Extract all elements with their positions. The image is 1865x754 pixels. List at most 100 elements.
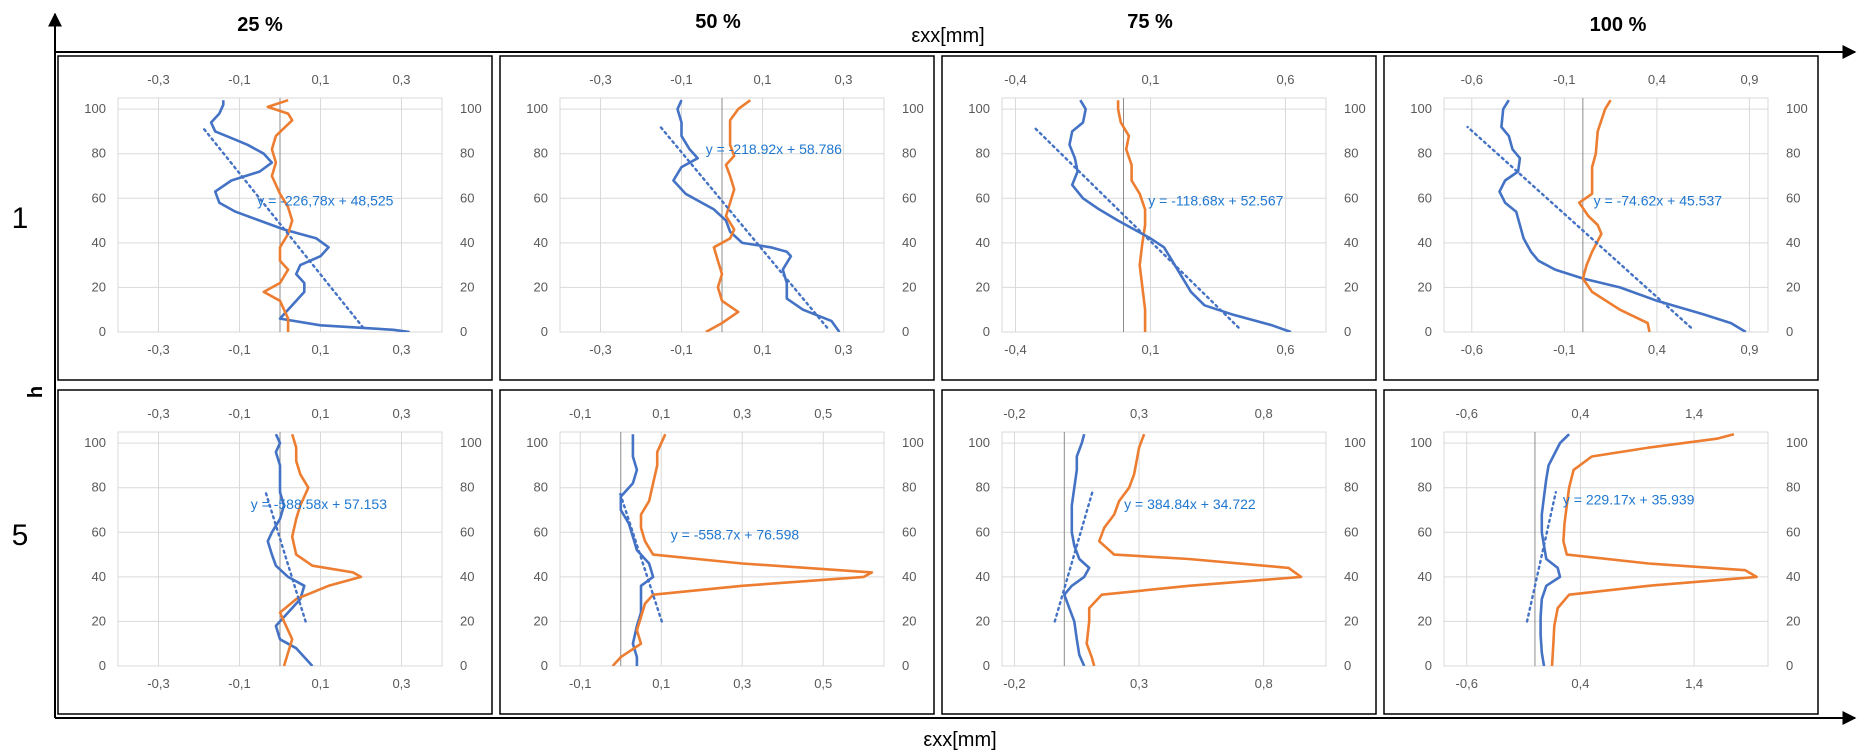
trendline (659, 125, 829, 329)
x-tick-label-bottom: 0,3 (733, 676, 751, 691)
trendline (1032, 125, 1240, 329)
x-tick-label-top: 0,3 (392, 406, 410, 421)
x-tick-label-top: -0,6 (1461, 72, 1483, 87)
x-tick-label-top: -0,3 (147, 406, 169, 421)
y-tick-label-left: 60 (534, 524, 548, 539)
row-label-5: 5 (12, 519, 29, 552)
trendline (201, 125, 365, 329)
y-tick-label-right: 60 (902, 190, 916, 205)
plot-area (1001, 97, 1327, 333)
x-tick-label-top: -0,4 (1004, 72, 1026, 87)
row-label-1: 1 (12, 202, 29, 235)
trend-equation: y = -588.58x + 57.153 (251, 496, 387, 512)
x-tick-label-top: 0,4 (1648, 72, 1666, 87)
series-line-blue (209, 100, 410, 332)
x-tick-label-top: 0,6 (1276, 72, 1294, 87)
y-tick-label-right: 80 (460, 480, 474, 495)
trendline (1525, 490, 1558, 623)
x-tick-label-bottom: -0,1 (1553, 342, 1575, 357)
panel-frame (57, 389, 493, 715)
y-tick-label-left: 60 (92, 524, 106, 539)
y-tick-label-right: 80 (1344, 480, 1358, 495)
x-tick-label-bottom: 1,4 (1685, 676, 1703, 691)
series-line-orange (1577, 99, 1651, 332)
plot-area (1443, 431, 1769, 667)
column-header-100: 100 % (1590, 14, 1647, 36)
x-tick-label-bottom: -0,3 (589, 342, 611, 357)
y-tick-label-left: 100 (526, 101, 548, 116)
x-tick-label-top: -0,2 (1003, 406, 1025, 421)
y-tick-label-right: 40 (1344, 235, 1358, 250)
series-line-orange (262, 98, 294, 332)
y-tick-label-left: 80 (534, 480, 548, 495)
y-tick-label-right: 100 (1344, 101, 1366, 116)
y-tick-label-left: 100 (84, 101, 106, 116)
y-tick-label-right: 60 (1344, 524, 1358, 539)
x-tick-label-top: -0,3 (147, 72, 169, 87)
x-tick-label-top: 0,1 (753, 72, 771, 87)
series-line-blue (1539, 433, 1571, 666)
y-tick-label-left: 20 (1418, 613, 1432, 628)
y-tick-label-right: 0 (1786, 658, 1793, 673)
panel-r1-c3: 0 0 20 20 40 40 60 60 80 80 100 100 -0,4 -0,4 0,1 0,1 0,… (941, 55, 1377, 381)
x-tick-label-bottom: 0,3 (392, 676, 410, 691)
y-tick-label-right: 0 (1344, 658, 1351, 673)
y-tick-label-left: 0 (983, 324, 990, 339)
y-tick-label-left: 20 (1418, 279, 1432, 294)
y-tick-label-left: 100 (84, 435, 106, 450)
y-tick-label-left: 100 (968, 435, 990, 450)
series-line-blue (1063, 433, 1091, 666)
x-tick-label-bottom: -0,1 (569, 676, 591, 691)
x-tick-label-bottom: 0,1 (753, 342, 771, 357)
x-tick-label-bottom: 0,4 (1648, 342, 1666, 357)
y-tick-label-left: 0 (983, 658, 990, 673)
plot-area (1001, 431, 1327, 667)
y-tick-label-left: 40 (92, 235, 106, 250)
y-tick-label-left: 40 (976, 235, 990, 250)
y-tick-label-right: 40 (1786, 569, 1800, 584)
y-tick-label-right: 100 (1786, 435, 1808, 450)
panel-frame (499, 389, 935, 715)
series-line-blue (1498, 99, 1747, 332)
y-tick-label-left: 80 (976, 146, 990, 161)
y-tick-label-right: 60 (460, 190, 474, 205)
trend-equation: y = -118.68x + 52.567 (1148, 193, 1283, 209)
y-tick-label-right: 20 (460, 279, 474, 294)
y-tick-label-left: 20 (534, 279, 548, 294)
y-tick-label-right: 80 (460, 146, 474, 161)
x-tick-label-bottom: 0,4 (1571, 676, 1589, 691)
x-tick-label-top: -0,6 (1456, 406, 1478, 421)
y-tick-label-right: 40 (902, 235, 916, 250)
trendline (618, 490, 663, 623)
y-tick-label-left: 80 (92, 146, 106, 161)
y-tick-label-right: 0 (1344, 324, 1351, 339)
y-tick-label-left: 40 (534, 235, 548, 250)
y-tick-label-right: 40 (460, 569, 474, 584)
y-tick-label-left: 0 (99, 324, 106, 339)
y-tick-label-right: 20 (902, 279, 916, 294)
series-line-orange (1550, 432, 1758, 666)
y-tick-label-right: 100 (460, 101, 482, 116)
y-tick-label-left: 20 (976, 279, 990, 294)
x-tick-label-bottom: 0,8 (1255, 676, 1273, 691)
y-tick-label-left: 80 (976, 480, 990, 495)
y-tick-label-left: 20 (92, 613, 106, 628)
y-tick-label-left: 0 (541, 324, 548, 339)
y-tick-label-left: 100 (968, 101, 990, 116)
x-tick-label-bottom: 0,1 (1141, 342, 1159, 357)
x-tick-label-bottom: -0,6 (1456, 676, 1478, 691)
x-tick-label-bottom: -0,1 (670, 342, 692, 357)
x-tick-label-top: 0,4 (1571, 406, 1589, 421)
panel-r5-c4: 0 0 20 20 40 40 60 60 80 80 100 100 -0,6 -0,6 0,4 0,4 1,… (1383, 389, 1819, 715)
x-tick-label-top: -0,1 (1553, 72, 1575, 87)
y-tick-label-left: 60 (1418, 190, 1432, 205)
x-tick-label-top: 0,3 (733, 406, 751, 421)
x-tick-label-top: -0,1 (569, 406, 591, 421)
plot-area (1443, 97, 1769, 333)
trendline (264, 490, 307, 623)
y-tick-label-left: 0 (99, 658, 106, 673)
bottom-axis-label: εxx[mm] (923, 729, 996, 751)
trend-equation: y = -226,78x + 48,525 (257, 193, 393, 209)
y-tick-label-right: 40 (460, 235, 474, 250)
plot-area (559, 431, 885, 667)
